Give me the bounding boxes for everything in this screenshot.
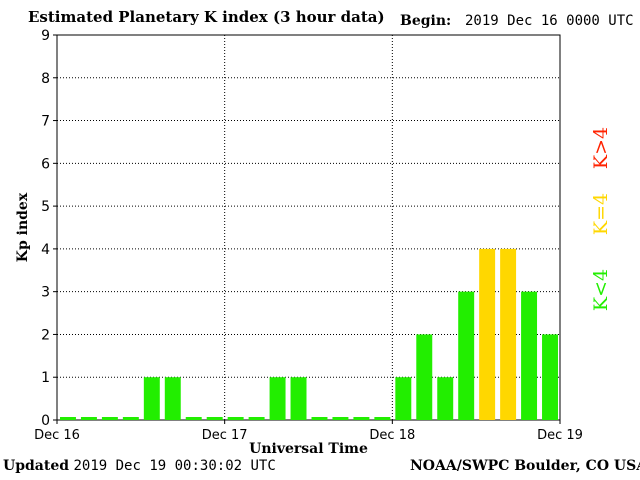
bar <box>416 334 433 420</box>
y-tick-label: 2 <box>41 327 50 343</box>
legend-k-above-4: K>4 <box>590 126 612 170</box>
y-tick-label: 1 <box>41 370 50 386</box>
x-axis-title: Universal Time <box>249 441 368 457</box>
bar <box>290 377 307 420</box>
legend-k-below-4: K<4 <box>590 268 612 312</box>
bar <box>206 417 223 420</box>
begin-value: 2019 Dec 16 0000 UTC <box>465 13 634 29</box>
bar <box>395 377 412 420</box>
y-tick-label: 8 <box>41 71 50 87</box>
bar <box>332 417 349 420</box>
updated-value: 2019 Dec 19 00:30:02 UTC <box>73 458 276 474</box>
y-tick-label: 4 <box>41 242 50 258</box>
bar <box>458 291 475 420</box>
bar <box>185 417 202 420</box>
chart-title: Estimated Planetary K index (3 hour data… <box>28 8 385 26</box>
bar <box>60 417 76 420</box>
bar <box>248 417 265 420</box>
bar <box>374 417 391 420</box>
bar <box>164 377 181 420</box>
bar <box>311 417 328 420</box>
x-tick-label: Dec 17 <box>202 428 248 443</box>
updated-label: Updated <box>3 458 70 474</box>
x-tick-label: Dec 19 <box>537 428 583 443</box>
bar <box>101 417 118 420</box>
legend-k-equal-4: K=4 <box>590 192 612 236</box>
x-tick-label: Dec 16 <box>34 428 80 443</box>
bar <box>143 377 160 420</box>
y-tick-label: 7 <box>41 114 50 130</box>
bar <box>521 291 538 420</box>
bar <box>80 417 97 420</box>
updated-stamp: Updated 2019 Dec 19 00:30:02 UTC <box>3 458 276 474</box>
bar <box>437 377 454 420</box>
credit-line: NOAA/SWPC Boulder, CO USA <box>410 458 640 474</box>
y-axis-title: Kp index <box>15 192 31 262</box>
begin-label: Begin: <box>400 13 452 29</box>
y-tick-label: 3 <box>41 285 50 301</box>
x-tick-label: Dec 18 <box>369 428 415 443</box>
y-tick-label: 9 <box>41 28 50 44</box>
plot-frame <box>56 34 561 421</box>
bar <box>353 417 370 420</box>
bar <box>500 248 517 420</box>
y-tick-label: 6 <box>41 156 50 172</box>
bar <box>122 417 139 420</box>
bar <box>269 377 286 420</box>
bar <box>542 334 558 420</box>
y-tick-label: 0 <box>41 413 50 429</box>
bar <box>227 417 244 420</box>
bar <box>479 248 496 420</box>
y-tick-label: 5 <box>41 199 50 215</box>
